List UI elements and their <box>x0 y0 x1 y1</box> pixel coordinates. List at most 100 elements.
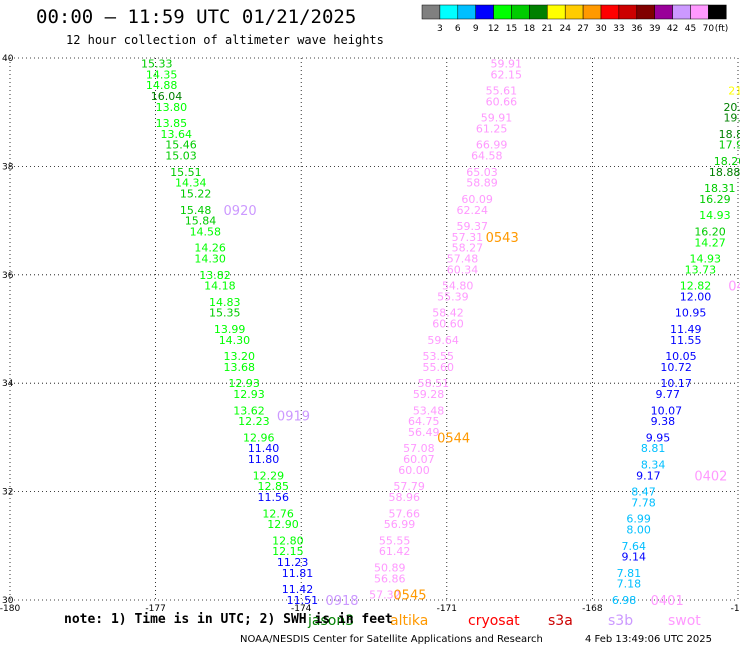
swh-point-label: 9.95 <box>646 431 671 444</box>
x-tick-label: -180 <box>0 604 20 614</box>
swh-point-label: 64.75 <box>408 415 440 428</box>
swh-point-label: 9.14 <box>622 551 647 564</box>
colorbar-swatch <box>457 4 476 20</box>
colorbar-swatch <box>708 4 727 20</box>
y-tick-label: 34 <box>2 379 14 389</box>
swh-point-label: 13.68 <box>224 361 256 374</box>
swh-point-label: 8.47 <box>631 486 656 499</box>
swh-point-label: 57.48 <box>447 253 479 266</box>
swh-point-label: 18.31 <box>704 182 736 195</box>
colorbar-unit: (ft) <box>715 24 729 34</box>
swh-point-label: 14.83 <box>209 296 241 309</box>
swh-point-label: 6.98 <box>612 594 637 607</box>
swh-point-label: 61.42 <box>379 545 411 558</box>
swh-point-label: 16.20 <box>694 225 726 238</box>
swh-point-label: 15.22 <box>180 188 212 201</box>
swh-point-label: 9.77 <box>655 388 680 401</box>
swh-point-label: 9.17 <box>636 469 661 482</box>
y-tick-label: 30 <box>2 596 14 606</box>
swh-point-label: 12.15 <box>272 545 304 558</box>
swh-point-label: 59.64 <box>427 334 459 347</box>
swh-point-label: 14.34 <box>175 177 207 190</box>
footer-credit: NOAA/NESDIS Center for Satellite Applica… <box>240 634 543 645</box>
swh-point-label: 65.03 <box>466 166 498 179</box>
swh-point-label: 8.34 <box>641 459 666 472</box>
swh-point-label: 55.39 <box>437 290 469 303</box>
colorbar-tick-label: 15 <box>506 24 517 34</box>
y-tick-label: 32 <box>2 488 13 498</box>
swh-point-label: 55.55 <box>379 534 411 547</box>
swh-point-label: 12.82 <box>680 280 712 293</box>
swh-point-label: 55.60 <box>423 361 455 374</box>
swh-point-label: 58.27 <box>452 242 484 255</box>
swh-point-label: 20. <box>723 101 740 114</box>
swh-point-label: 13.20 <box>224 350 256 363</box>
swh-point-label: 53.48 <box>413 404 445 417</box>
swh-point-label: 12.29 <box>253 469 285 482</box>
swh-point-label: 12.90 <box>267 518 299 531</box>
swh-point-label: 60.09 <box>461 193 493 206</box>
colorbar-tick-label: 42 <box>667 24 678 34</box>
swh-point-label: 6.99 <box>626 513 651 526</box>
colorbar-swatch <box>493 4 512 20</box>
swh-point-label: 14.26 <box>194 242 226 255</box>
swh-point-label: 12.96 <box>243 431 275 444</box>
colorbar-swatch <box>475 4 494 20</box>
swh-point-label: 14.93 <box>699 209 731 222</box>
x-tick-label: -168 <box>582 604 603 614</box>
swh-point-label: 14.93 <box>689 253 721 266</box>
colorbar-tick-label: 45 <box>685 24 696 34</box>
swh-point-label: 11.23 <box>277 556 309 569</box>
swh-point-label: 64.58 <box>471 150 503 163</box>
swh-point-label: 10.72 <box>660 361 692 374</box>
swh-point-label: 7.64 <box>622 540 647 553</box>
swh-point-label: 12.93 <box>233 388 265 401</box>
swh-point-label: 58.89 <box>466 177 498 190</box>
swh-point-label: 57.32 <box>369 589 401 602</box>
swh-point-label: 11.56 <box>258 491 290 504</box>
swh-point-label: 21. <box>728 85 740 98</box>
x-tick-label: -174 <box>291 604 312 614</box>
swh-point-label: 14.58 <box>190 225 222 238</box>
colorbar-tick-label: 9 <box>473 24 479 34</box>
swh-point-label: 12.85 <box>258 480 290 493</box>
swh-point-label: 60.60 <box>432 318 464 331</box>
swh-point-label: 9.38 <box>651 415 676 428</box>
swh-point-label: 13.82 <box>199 269 231 282</box>
y-tick-label: 40 <box>2 54 14 64</box>
swh-point-label: 14.88 <box>146 79 178 92</box>
colorbar-swatch <box>421 4 441 20</box>
colorbar-tick-label: 21 <box>542 24 553 34</box>
mission-legend-item: s3b <box>608 613 633 629</box>
mission-legend-item: altika <box>390 613 428 629</box>
colorbar-swatch <box>582 4 602 20</box>
colorbar-swatch <box>564 4 584 20</box>
swh-point-label: 7.18 <box>617 578 642 591</box>
swh-point-label: 8.00 <box>626 524 651 537</box>
swh-point-label: 18.88 <box>709 166 740 179</box>
axes: -180 -177 -174 -171 -168 -16 30 32 34 36 38 40 <box>0 54 740 614</box>
swh-point-label: 58.51 <box>418 377 450 390</box>
swh-point-label: 60.66 <box>486 95 518 108</box>
swh-point-label: 54.80 <box>442 280 474 293</box>
footer-date: 4 Feb 13:49:06 UTC 2025 <box>585 634 712 645</box>
swh-point-label: 19. <box>723 112 740 125</box>
swh-point-label: 13.80 <box>156 101 188 114</box>
swh-point-label: 12.93 <box>228 377 260 390</box>
swh-point-label: 13.62 <box>233 404 265 417</box>
swh-point-label: 14.30 <box>219 334 251 347</box>
swh-point-label: 55.61 <box>486 85 518 98</box>
pass-time-label: 0920 <box>224 204 257 219</box>
swh-point-label: 11.81 <box>282 567 314 580</box>
colorbar-swatch <box>636 4 655 20</box>
colorbar-swatch <box>672 4 691 20</box>
swh-point-label: 15.84 <box>185 215 217 228</box>
swh-point-label: 14.35 <box>146 68 178 81</box>
swh-point-label: 61.25 <box>476 122 508 135</box>
swh-point-label: 11.80 <box>248 453 280 466</box>
swh-point-label: 53.55 <box>423 350 455 363</box>
chart-subtitle: 12 hour collection of altimeter wave hei… <box>66 33 384 47</box>
x-tick-label: -177 <box>145 604 165 614</box>
swh-point-label: 66.99 <box>476 139 508 152</box>
